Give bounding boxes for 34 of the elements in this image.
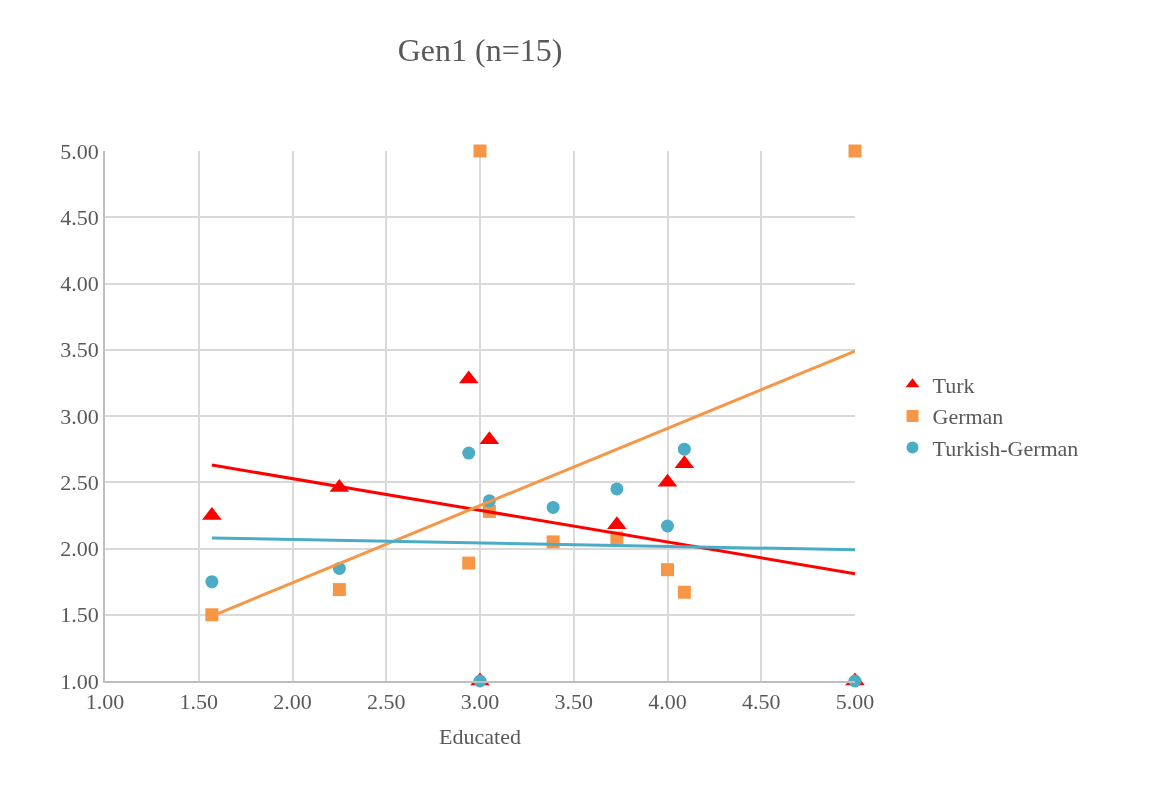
legend-label: Turkish-German	[932, 436, 1079, 462]
x-axis-title: Educated	[439, 723, 521, 749]
y-tick-label: 3.00	[60, 403, 99, 429]
point	[848, 144, 862, 158]
point	[677, 585, 691, 599]
x-tick-label: 1.50	[179, 689, 218, 715]
point	[661, 563, 674, 577]
x-tick-label: 3.00	[460, 689, 500, 715]
legend-label: Turk	[932, 372, 975, 398]
y-tick-label: 1.50	[60, 602, 99, 628]
point	[205, 575, 219, 589]
y-tick-label: 4.00	[60, 271, 99, 297]
y-tick-label: 3.50	[60, 337, 99, 363]
y-tick-label: 2.50	[60, 469, 99, 495]
point	[202, 506, 222, 520]
y-tick-label: 4.50	[60, 204, 99, 230]
legend-label: German	[932, 404, 1004, 430]
point	[661, 519, 674, 533]
y-tick-label: 2.00	[60, 536, 99, 562]
point	[473, 144, 487, 158]
x-tick-label: 2.00	[273, 689, 312, 715]
point	[462, 556, 476, 570]
x-tick-label: 4.50	[742, 689, 781, 715]
x-tick-label: 2.50	[367, 689, 406, 715]
chart-title: Gen1 (n=15)	[397, 32, 563, 69]
point	[462, 446, 476, 460]
point	[332, 583, 346, 597]
x-tick-label: 5.00	[835, 689, 875, 715]
x-tick-label: 4.00	[648, 689, 687, 715]
x-tick-label: 3.50	[554, 689, 593, 715]
point	[546, 500, 560, 514]
y-tick-label: 5.00	[60, 138, 99, 164]
point	[677, 442, 691, 456]
point	[610, 482, 624, 496]
